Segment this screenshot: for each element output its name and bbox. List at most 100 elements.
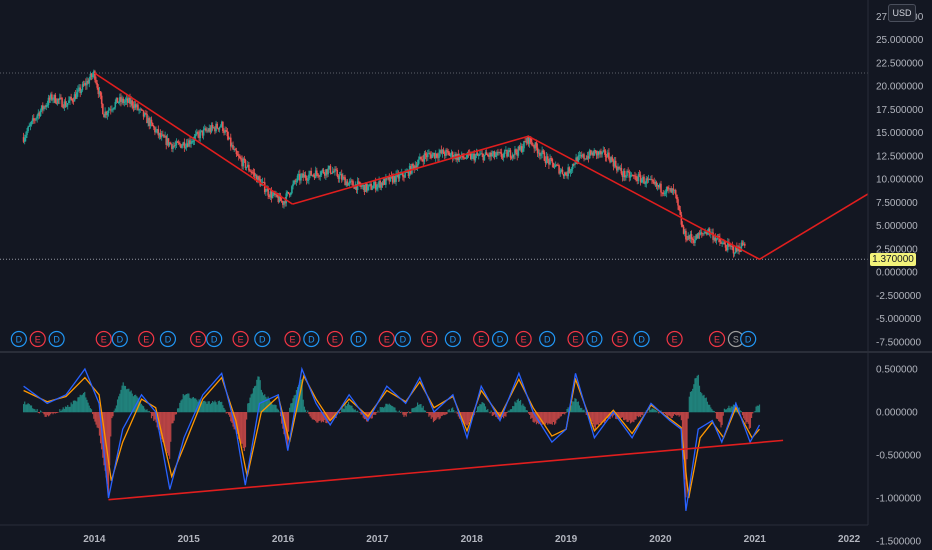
histogram-bar <box>529 412 531 416</box>
histogram-bar <box>465 412 467 426</box>
candle-body <box>531 142 533 145</box>
candle-body <box>494 155 497 157</box>
candle-body <box>88 79 91 84</box>
histogram-bar <box>392 406 394 413</box>
histogram-bar <box>239 412 241 441</box>
candle-body <box>376 187 378 190</box>
histogram-bar <box>106 412 108 485</box>
candle-body <box>258 176 260 180</box>
candle-body <box>96 83 98 88</box>
candle-body <box>261 182 264 183</box>
event-marker-label: D <box>355 334 362 344</box>
event-marker <box>444 330 461 348</box>
histogram-bar <box>660 410 662 413</box>
candle-body <box>164 136 166 138</box>
currency-badge[interactable]: USD <box>888 4 916 22</box>
candle-body <box>32 118 35 120</box>
histogram-bar <box>410 412 412 414</box>
candle-body <box>696 234 699 239</box>
histogram-bar <box>405 412 407 417</box>
candle-body <box>446 150 448 152</box>
histogram-bar <box>445 412 447 415</box>
histogram-bar <box>538 412 540 425</box>
candle-body <box>296 175 299 182</box>
event-marker <box>48 330 65 348</box>
histogram-bar <box>346 404 348 413</box>
histogram-bar <box>283 412 285 435</box>
candle-body <box>253 172 256 176</box>
candle-body <box>111 109 113 111</box>
histogram-bar <box>81 394 84 413</box>
histogram-bar <box>386 403 388 413</box>
oscillator-trend-line <box>108 439 784 501</box>
candle-body <box>243 158 246 161</box>
candle-body <box>254 175 257 177</box>
histogram-bar <box>620 412 622 418</box>
histogram-bar <box>162 412 164 443</box>
candle-body <box>81 84 84 91</box>
candle-body <box>586 155 589 160</box>
candle-body <box>712 232 714 240</box>
candle-body <box>270 191 273 198</box>
histogram-bar <box>255 385 257 413</box>
histogram-bar <box>469 412 471 421</box>
candle-body <box>173 145 175 147</box>
candle-body <box>670 188 672 193</box>
candle-body <box>582 154 584 157</box>
histogram-bar <box>723 408 726 413</box>
histogram-bar <box>591 412 593 422</box>
histogram-bar <box>32 408 34 413</box>
histogram-bar <box>423 410 425 413</box>
histogram-bar <box>500 412 502 419</box>
candle-body <box>104 111 106 118</box>
candle-body <box>366 186 369 191</box>
histogram-bar <box>478 405 480 413</box>
histogram-bar <box>78 397 80 413</box>
histogram-bar <box>258 376 260 413</box>
candle-body <box>522 148 524 152</box>
oscillator-axis[interactable]: 0.500000 0.000000 -0.500000 -1.000000 -1.500… <box>876 365 921 548</box>
oscillator-tick-label: -1.500000 <box>876 537 921 548</box>
histogram-bar <box>339 412 342 413</box>
event-marker-label: E <box>672 334 678 344</box>
candle-body <box>203 128 206 130</box>
histogram-bar <box>34 409 36 413</box>
oscillator-pane[interactable] <box>22 366 784 511</box>
histogram-bar <box>318 412 320 422</box>
candle-body <box>316 170 318 174</box>
candle-body <box>545 156 548 164</box>
histogram-bar <box>61 409 63 413</box>
candle-body <box>232 145 234 150</box>
candle-body <box>661 192 663 194</box>
histogram-bar <box>634 412 636 420</box>
event-marker <box>378 330 395 348</box>
candle-body <box>353 185 355 189</box>
time-axis[interactable]: 2014 2015 2016 2017 2018 2019 2020 2021 2022 <box>83 534 860 545</box>
histogram-bar <box>604 412 607 422</box>
candle-body <box>630 175 633 176</box>
candle-body <box>63 101 66 108</box>
candle-body <box>199 131 202 139</box>
event-marker <box>473 330 490 348</box>
candle-body <box>75 92 78 99</box>
histogram-bar <box>163 412 165 443</box>
candle-body <box>133 104 136 108</box>
candle-body <box>509 150 512 158</box>
histogram-bar <box>534 412 536 422</box>
price-axis[interactable]: 27.50000025.00000022.50000020.00000017.5… <box>876 12 924 349</box>
candle-body <box>414 165 417 170</box>
histogram-bar <box>170 412 172 442</box>
histogram-bar <box>413 407 415 413</box>
candle-body <box>154 127 156 133</box>
histogram-bar <box>400 412 402 413</box>
event-marker <box>421 330 438 348</box>
candle-body <box>602 150 605 152</box>
candle-body <box>559 171 562 174</box>
candle-body <box>168 142 171 146</box>
histogram-bar <box>577 401 579 413</box>
histogram-bar <box>669 412 671 417</box>
histogram-bar <box>508 410 510 413</box>
histogram-bar <box>300 379 302 413</box>
